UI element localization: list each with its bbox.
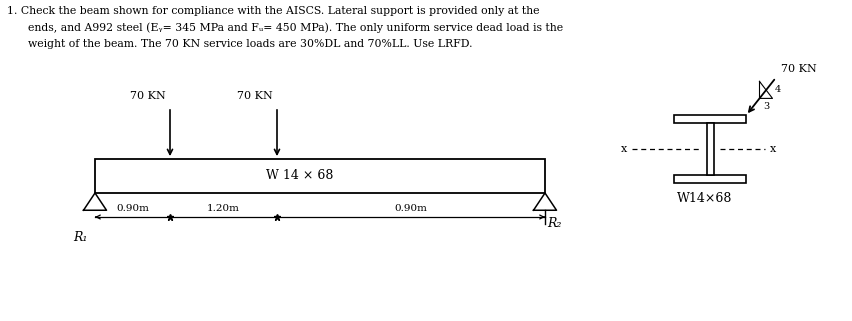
Text: x: x: [769, 144, 775, 154]
Text: 4: 4: [774, 85, 780, 94]
Bar: [95, 159, 544, 193]
Text: 3: 3: [762, 102, 769, 111]
Text: R₂: R₂: [546, 217, 561, 230]
Text: 70 KN: 70 KN: [130, 91, 166, 101]
Text: 1. Check the beam shown for compliance with the AISCS. Lateral support is provid: 1. Check the beam shown for compliance w…: [7, 6, 538, 16]
Bar: [673, 116, 746, 123]
Text: weight of the beam. The 70 KN service loads are 30%DL and 70%LL. Use LRFD.: weight of the beam. The 70 KN service lo…: [7, 39, 472, 49]
Text: 70 KN: 70 KN: [780, 64, 816, 74]
Text: x: x: [620, 144, 626, 154]
Text: W14×68: W14×68: [676, 192, 732, 204]
Text: ends, and A992 steel (Eᵧ= 345 MPa and Fᵤ= 450 MPa). The only uniform service dea: ends, and A992 steel (Eᵧ= 345 MPa and Fᵤ…: [7, 22, 562, 33]
Text: 1.20m: 1.20m: [207, 204, 239, 213]
Text: W 14 × 68: W 14 × 68: [266, 169, 333, 183]
Text: 70 KN: 70 KN: [237, 91, 273, 101]
Text: R₁: R₁: [73, 231, 87, 244]
Bar: [673, 175, 746, 183]
Bar: [705, 123, 712, 175]
Text: 0.90m: 0.90m: [394, 204, 427, 213]
Text: 0.90m: 0.90m: [116, 204, 149, 213]
